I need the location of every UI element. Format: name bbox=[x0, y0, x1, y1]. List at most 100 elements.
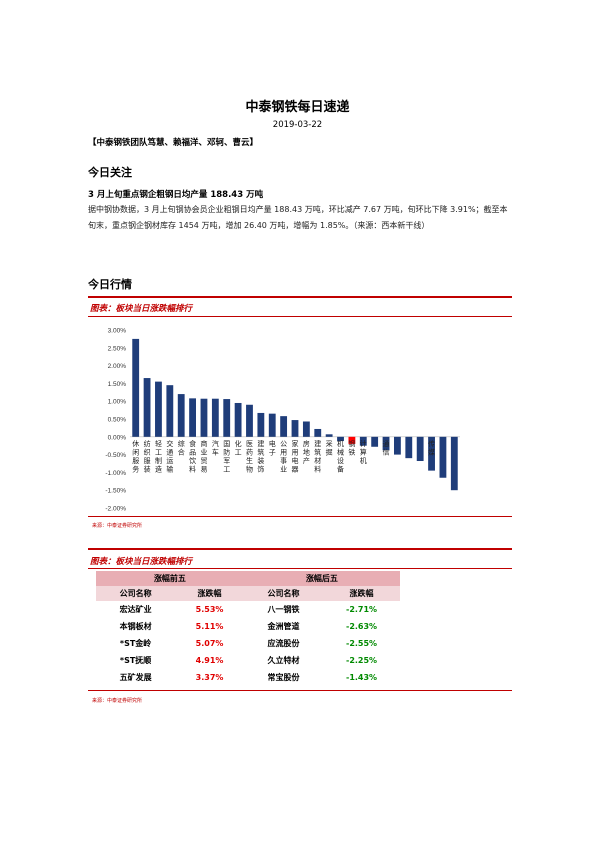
group-up-label: 涨幅前五 bbox=[96, 571, 244, 586]
down-change: -1.43% bbox=[346, 673, 378, 682]
down-change: -2.63% bbox=[346, 622, 378, 631]
bar bbox=[257, 412, 265, 437]
x-category-label: 机械设备 bbox=[337, 439, 344, 474]
bar bbox=[325, 434, 333, 437]
x-category-label: 食品饮料 bbox=[189, 439, 196, 474]
x-category-label: 综合 bbox=[178, 439, 185, 457]
col-name-down: 公司名称 bbox=[243, 586, 324, 601]
top-bottom-stocks-table: 涨幅前五 涨幅后五 公司名称 涨跌幅 公司名称 涨跌幅 宏达矿业 5.53% 八… bbox=[96, 571, 400, 686]
x-category-label: 房地产 bbox=[303, 439, 310, 465]
y-tick-label: 1.50% bbox=[108, 381, 127, 388]
figure1-source: 来源：中泰证券研究所 bbox=[92, 523, 143, 529]
figure2-title: 图表：板块当日涨跌幅排行 bbox=[90, 557, 193, 567]
figure2-source: 来源：中泰证券研究所 bbox=[92, 698, 143, 704]
x-category-label: 轻工制造 bbox=[155, 439, 162, 474]
y-tick-label: 3.00% bbox=[108, 328, 127, 335]
x-category-label: 采掘 bbox=[326, 439, 333, 457]
group-down-label: 涨幅后五 bbox=[243, 571, 400, 586]
bar bbox=[200, 398, 208, 437]
y-tick-label: 0.50% bbox=[108, 417, 127, 424]
bar bbox=[428, 436, 435, 471]
x-category-label: 商业贸易 bbox=[200, 439, 207, 474]
x-category-label: 钢铁 bbox=[348, 439, 355, 457]
down-change: -2.25% bbox=[346, 656, 378, 665]
bar bbox=[166, 385, 174, 437]
bar bbox=[302, 421, 310, 437]
y-tick-label: 0.00% bbox=[108, 434, 127, 441]
y-tick-label: -1.00% bbox=[105, 470, 126, 477]
table-row: 宏达矿业 5.53% 八一钢铁 -2.71% bbox=[96, 601, 400, 618]
table-group-row: 涨幅前五 涨幅后五 bbox=[96, 571, 400, 586]
bar bbox=[348, 436, 356, 444]
bar bbox=[416, 436, 424, 462]
up-change: 5.11% bbox=[195, 622, 224, 631]
bar bbox=[291, 420, 299, 437]
col-change-down: 涨跌幅 bbox=[323, 586, 400, 601]
x-category-label: 建筑装饰 bbox=[257, 439, 264, 474]
up-change: 3.37% bbox=[195, 673, 224, 682]
up-name: *ST抚顺 bbox=[119, 656, 152, 665]
table-row: 本钢板材 5.11% 金洲管道 -2.63% bbox=[96, 618, 400, 635]
x-category-label: 电子 bbox=[269, 439, 276, 457]
table-header-row: 公司名称 涨跌幅 公司名称 涨跌幅 bbox=[96, 586, 400, 601]
bar bbox=[189, 398, 196, 437]
bar bbox=[177, 394, 185, 437]
down-name: 八一钢铁 bbox=[267, 605, 300, 614]
figure1-bottom-rule bbox=[88, 516, 512, 517]
bar bbox=[359, 436, 367, 446]
x-category-label: 建筑材料 bbox=[314, 439, 321, 474]
bar bbox=[143, 378, 151, 437]
bar bbox=[314, 428, 322, 437]
bar bbox=[155, 381, 162, 437]
bar bbox=[394, 436, 401, 455]
down-change: -2.55% bbox=[346, 639, 378, 648]
bar bbox=[280, 416, 288, 437]
x-category-label: 通信 bbox=[383, 439, 390, 457]
bar bbox=[371, 436, 379, 447]
up-name: *ST金岭 bbox=[119, 639, 152, 648]
bar bbox=[132, 338, 140, 437]
y-tick-label: -1.50% bbox=[105, 488, 126, 495]
col-name-up: 公司名称 bbox=[96, 586, 176, 601]
bar bbox=[450, 436, 458, 491]
document-title: 中泰钢铁每日速递 bbox=[245, 100, 350, 115]
section-heading-focus: 今日关注 bbox=[88, 166, 132, 179]
bar bbox=[337, 436, 344, 442]
y-tick-label: -2.00% bbox=[105, 506, 126, 513]
news-headline: 3 月上旬重点钢企粗钢日均产量 188.43 万吨 bbox=[88, 190, 264, 200]
table-row: 五矿发展 3.37% 常宝股份 -1.43% bbox=[96, 669, 400, 686]
x-category-label: 纺织服装 bbox=[144, 439, 151, 474]
x-category-label: 医药生物 bbox=[246, 440, 253, 474]
table-row: *ST金岭 5.07% 应流股份 -2.55% bbox=[96, 635, 400, 652]
y-tick-label: 2.00% bbox=[108, 363, 127, 370]
up-change: 5.53% bbox=[195, 605, 224, 614]
figure1-top-rule bbox=[88, 296, 512, 298]
table-row: *ST抚顺 4.91% 久立特材 -2.25% bbox=[96, 652, 400, 669]
up-name: 五矿发展 bbox=[119, 673, 152, 682]
bar bbox=[234, 402, 242, 437]
down-name: 应流股份 bbox=[267, 639, 300, 648]
x-category-label: 汽车 bbox=[212, 439, 219, 457]
bar bbox=[211, 398, 219, 437]
up-change: 4.91% bbox=[195, 656, 224, 665]
bar bbox=[268, 413, 276, 437]
figure2-bottom-rule bbox=[88, 690, 512, 691]
x-category-label: 计算机 bbox=[360, 439, 367, 465]
x-category-label: 传媒 bbox=[428, 439, 435, 457]
up-name: 宏达矿业 bbox=[119, 605, 152, 614]
y-tick-label: 1.00% bbox=[108, 399, 127, 406]
bar bbox=[405, 436, 413, 459]
figure1-title-rule bbox=[88, 316, 512, 317]
section-heading-market: 今日行情 bbox=[88, 278, 132, 291]
figure2-title-rule bbox=[88, 568, 512, 569]
down-name: 常宝股份 bbox=[267, 673, 300, 682]
author-line: 【中泰钢铁团队笃慧、赖福洋、邓轲、曹云】 bbox=[88, 138, 259, 148]
figure2-top-rule bbox=[88, 548, 512, 550]
figure1-title: 图表：板块当日涨跌幅排行 bbox=[90, 304, 193, 314]
up-name: 本钢板材 bbox=[119, 622, 152, 631]
x-category-label: 化工 bbox=[235, 439, 242, 457]
sector-change-bar-chart: 3.00% 2.50% 2.00% 1.50% 1.00% 0.50% 0.00% -0.50… bbox=[105, 328, 460, 513]
x-category-label: 家用电器 bbox=[292, 439, 299, 474]
news-body: 据中钢协数据，3 月上旬钢协会员企业粗钢日均产量 188.43 万吨，环比减产 … bbox=[88, 205, 508, 230]
down-change: -2.71% bbox=[346, 605, 378, 614]
